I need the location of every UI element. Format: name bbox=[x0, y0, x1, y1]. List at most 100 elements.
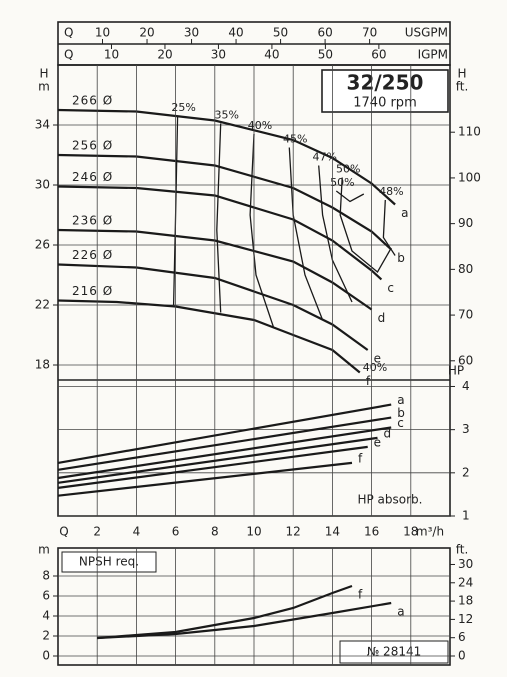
efficiency-curve bbox=[382, 199, 396, 256]
diameter-label: 236 Ø bbox=[72, 214, 113, 228]
efficiency-label: 50% bbox=[336, 163, 360, 176]
x-tick-label: 8 bbox=[211, 525, 219, 539]
efficiency-label: 47% bbox=[312, 151, 336, 164]
top-axis-quantity: Q bbox=[64, 48, 73, 62]
curve-label: a bbox=[397, 605, 404, 619]
curve-label: f bbox=[358, 451, 363, 465]
y-tick-label: 34 bbox=[35, 118, 50, 132]
axis-label: H bbox=[39, 67, 48, 81]
y2-tick-label: 30 bbox=[458, 557, 473, 571]
curve bbox=[57, 461, 353, 497]
axis-label: ft. bbox=[456, 80, 469, 94]
y-tick-label: 1 bbox=[462, 509, 470, 523]
x-tick-label: 2 bbox=[93, 525, 101, 539]
axis-label: H bbox=[457, 67, 466, 81]
top-tick-label: 60 bbox=[371, 48, 386, 62]
efficiency-label: 45% bbox=[283, 133, 307, 146]
top-tick-label: 30 bbox=[184, 26, 199, 40]
y-tick-label: 0 bbox=[42, 649, 50, 663]
efficiency-label: 50% bbox=[330, 176, 354, 189]
x-tick-label: 18 bbox=[403, 525, 418, 539]
y-tick-label: 4 bbox=[42, 609, 50, 623]
efficiency-label: 35% bbox=[214, 109, 238, 122]
npsh-title-box bbox=[61, 551, 157, 573]
speed: 1740 rpm bbox=[353, 96, 416, 111]
axis-label: ft. bbox=[456, 543, 469, 557]
top-tick-label: 20 bbox=[139, 26, 154, 40]
curve bbox=[57, 436, 378, 484]
top-axis-label: IGPM bbox=[418, 48, 448, 62]
x-tick-label: 16 bbox=[364, 525, 379, 539]
efficiency-label: 25% bbox=[171, 101, 195, 114]
top-tick-label: 10 bbox=[95, 26, 110, 40]
curve-label: c bbox=[397, 416, 404, 430]
top-axis-quantity: Q bbox=[64, 26, 73, 40]
npsh-title: NPSH req. bbox=[79, 555, 139, 569]
curve bbox=[97, 601, 392, 640]
axis-label: m bbox=[38, 80, 50, 94]
y-tick-label: 2 bbox=[42, 629, 50, 643]
axis-label: HP absorb. bbox=[357, 493, 422, 507]
efficiency-curve bbox=[335, 190, 365, 203]
curve-label: d bbox=[378, 311, 386, 325]
diameter-label: 216 Ø bbox=[72, 284, 113, 298]
title-box bbox=[321, 69, 449, 113]
y2-tick-label: 60 bbox=[458, 353, 473, 367]
diameter-label: 266 Ø bbox=[72, 94, 113, 108]
curve bbox=[57, 416, 392, 471]
axis-label: m³/h bbox=[416, 525, 444, 539]
top-tick-label: 40 bbox=[228, 26, 243, 40]
y-tick-label: 30 bbox=[35, 178, 50, 192]
curve-label: e bbox=[374, 435, 381, 449]
diameter-label: 256 Ø bbox=[72, 139, 113, 153]
annotation: 40% bbox=[363, 361, 387, 374]
top-tick-label: 70 bbox=[362, 26, 377, 40]
efficiency-label: 40% bbox=[248, 119, 272, 132]
y2-tick-label: 80 bbox=[458, 262, 473, 276]
x-tick-label: 10 bbox=[246, 525, 261, 539]
y2-tick-label: 6 bbox=[458, 630, 466, 644]
y2-tick-label: 12 bbox=[458, 612, 473, 626]
top-tick-label: 50 bbox=[273, 26, 288, 40]
x-tick-label: 6 bbox=[172, 525, 180, 539]
y2-tick-label: 90 bbox=[458, 216, 473, 230]
efficiency-curve bbox=[249, 133, 275, 328]
curve bbox=[57, 445, 368, 489]
efficiency-curve bbox=[288, 147, 324, 321]
y-tick-label: 22 bbox=[35, 298, 50, 312]
curve-label: b bbox=[397, 251, 405, 265]
curve-label: e bbox=[374, 352, 381, 366]
top-tick-label: 30 bbox=[211, 48, 226, 62]
axis-label: Q bbox=[59, 525, 68, 539]
axis-label: HP bbox=[448, 364, 464, 378]
title: 32/250 bbox=[347, 71, 424, 95]
x-tick-label: 14 bbox=[325, 525, 340, 539]
y2-tick-label: 0 bbox=[458, 649, 466, 663]
y-tick-label: 3 bbox=[462, 422, 470, 436]
top-tick-label: 20 bbox=[157, 48, 172, 62]
top-tick-label: 40 bbox=[264, 48, 279, 62]
y-tick-label: 6 bbox=[42, 589, 50, 603]
curve-label: a bbox=[401, 206, 408, 220]
efficiency-curve bbox=[339, 177, 392, 273]
y2-tick-label: 18 bbox=[458, 594, 473, 608]
top-tick-label: 10 bbox=[104, 48, 119, 62]
curve-label: c bbox=[387, 281, 394, 295]
efficiency-curve bbox=[216, 123, 222, 313]
y-tick-label: 2 bbox=[462, 465, 470, 479]
y-tick-label: 26 bbox=[35, 238, 50, 252]
curve bbox=[57, 403, 392, 464]
top-axis-label: USGPM bbox=[405, 26, 448, 40]
diameter-label: 226 Ø bbox=[72, 248, 113, 262]
curve bbox=[97, 584, 353, 640]
y-tick-label: 18 bbox=[35, 358, 50, 372]
y2-tick-label: 70 bbox=[458, 308, 473, 322]
y2-tick-label: 24 bbox=[458, 575, 473, 589]
top-tick-label: 50 bbox=[318, 48, 333, 62]
curve-label: f bbox=[366, 374, 371, 388]
curve-label: b bbox=[397, 406, 405, 420]
efficiency-label: 48% bbox=[379, 185, 403, 198]
curve bbox=[57, 426, 392, 480]
x-tick-label: 12 bbox=[286, 525, 301, 539]
